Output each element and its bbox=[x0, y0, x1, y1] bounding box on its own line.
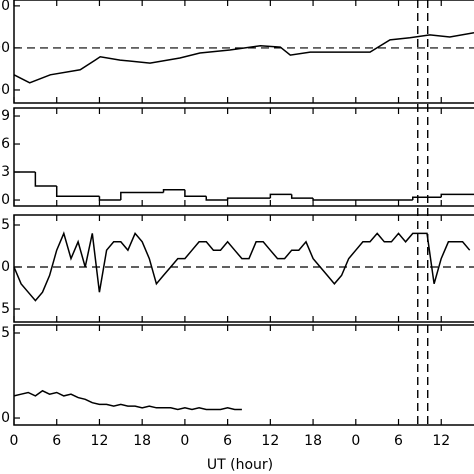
x-tick-label: 0 bbox=[180, 433, 189, 449]
y-tick-label: 5 bbox=[1, 325, 10, 341]
x-tick-label: 6 bbox=[52, 433, 61, 449]
y-tick-label: 3 bbox=[1, 164, 10, 180]
histogram-bin bbox=[55, 186, 100, 198]
data-line bbox=[13, 32, 474, 84]
y-tick-label: 0 bbox=[1, 0, 10, 14]
data-line bbox=[13, 389, 242, 411]
x-tick-label: 12 bbox=[261, 433, 279, 449]
y-tick-label: 5 bbox=[1, 301, 10, 317]
histogram-bin bbox=[184, 189, 207, 198]
histogram-bin bbox=[120, 191, 164, 201]
x-tick-label: 0 bbox=[10, 433, 19, 449]
y-tick-label: 0 bbox=[1, 410, 10, 426]
x-tick-label: 12 bbox=[432, 433, 450, 449]
histogram-bin bbox=[34, 172, 57, 187]
x-tick-label: 18 bbox=[304, 433, 322, 449]
y-tick-label: 00 bbox=[0, 40, 10, 56]
histogram-bin bbox=[412, 196, 442, 201]
histogram-bin bbox=[312, 198, 413, 201]
x-tick-label: 12 bbox=[91, 433, 109, 449]
axes-frame bbox=[13, 324, 474, 426]
histogram-bin bbox=[98, 196, 121, 201]
y-tick-label: 5 bbox=[1, 217, 10, 233]
x-tick-label: 6 bbox=[394, 433, 403, 449]
data-line bbox=[13, 231, 471, 302]
histogram-bin bbox=[226, 197, 271, 201]
axes-frame bbox=[13, 0, 474, 104]
y-tick-label: 0 bbox=[1, 259, 10, 275]
histogram-bin bbox=[269, 193, 292, 199]
y-tick-label: 9 bbox=[1, 108, 10, 124]
axes-frame bbox=[13, 107, 474, 207]
histogram-bin bbox=[440, 193, 474, 198]
y-tick-label: 00 bbox=[0, 82, 10, 98]
histogram-bin bbox=[162, 189, 185, 193]
x-tick-label: 6 bbox=[223, 433, 232, 449]
histogram-bin bbox=[205, 196, 228, 201]
y-tick-label: 0 bbox=[1, 192, 10, 208]
x-tick-label: 18 bbox=[133, 433, 151, 449]
x-tick-label: 0 bbox=[351, 433, 360, 449]
y-tick-label: 6 bbox=[1, 136, 10, 152]
histogram-bin bbox=[290, 194, 314, 199]
axes-frame bbox=[13, 214, 474, 323]
x-axis-label: UT (hour) bbox=[207, 457, 273, 473]
